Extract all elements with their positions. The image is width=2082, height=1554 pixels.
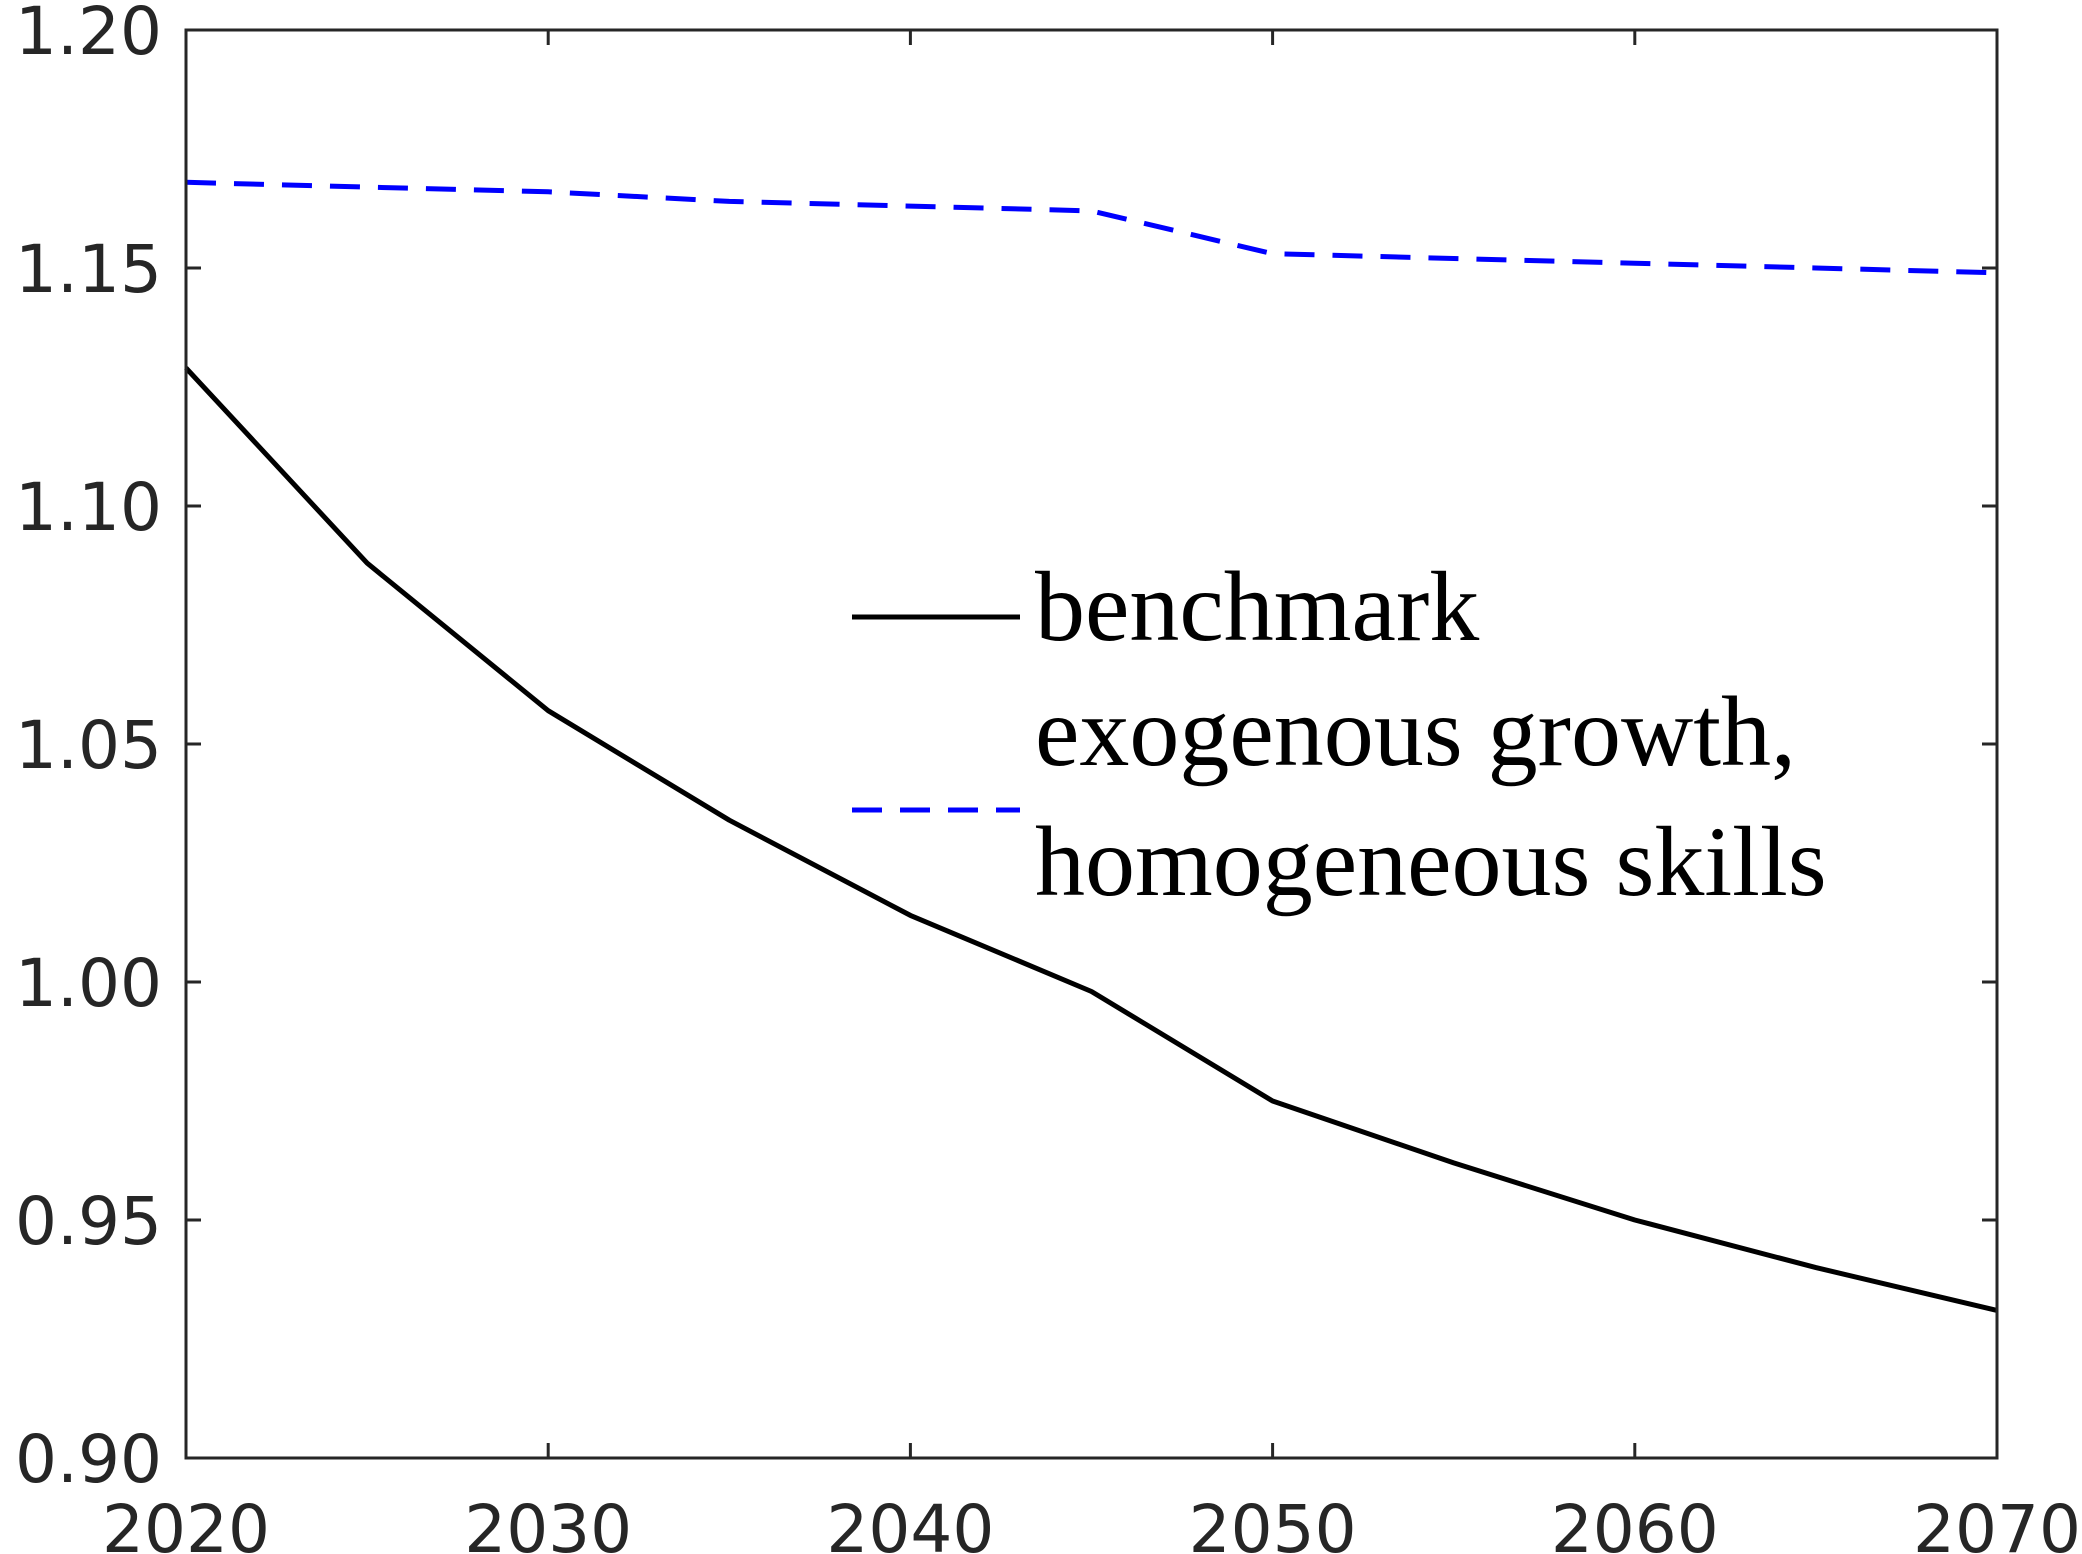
series-line-exogenous-growth <box>185 179 1998 276</box>
y-tick-label: 1.00 <box>15 945 162 1022</box>
y-tick-label: 1.10 <box>15 469 162 546</box>
y-axis-tick-labels: 0.90 0.95 1.00 1.05 1.10 1.15 1.20 <box>15 0 162 1498</box>
legend-label-exogenous-line-1: exogenous growth, <box>1035 676 1796 787</box>
legend-label-exogenous-line-2: homogeneous skills <box>1035 806 1827 917</box>
x-tick-label: 2030 <box>464 1491 632 1554</box>
y-tick-label: 1.20 <box>15 0 162 70</box>
plot-area <box>186 30 1997 1458</box>
x-tick-label: 2070 <box>1913 1491 2081 1554</box>
y-tick-label: 1.15 <box>15 231 162 308</box>
x-tick-label: 2050 <box>1189 1491 1357 1554</box>
x-tick-label: 2040 <box>826 1491 994 1554</box>
y-tick-label: 0.90 <box>15 1421 162 1498</box>
series-line-benchmark <box>184 366 1998 1313</box>
y-tick-label: 1.05 <box>15 707 162 784</box>
x-tick-label: 2060 <box>1551 1491 1719 1554</box>
x-axis-tick-labels: 2020 2030 2040 2050 2060 2070 <box>102 1491 2081 1554</box>
plot-frame <box>184 28 1999 1460</box>
legend-label-benchmark: benchmark <box>1035 551 1479 662</box>
series-lines <box>184 179 1998 1313</box>
x-tick-label: 2020 <box>102 1491 270 1554</box>
legend: benchmark exogenous growth, homogeneous … <box>852 551 1827 917</box>
y-tick-label: 0.95 <box>15 1183 162 1260</box>
